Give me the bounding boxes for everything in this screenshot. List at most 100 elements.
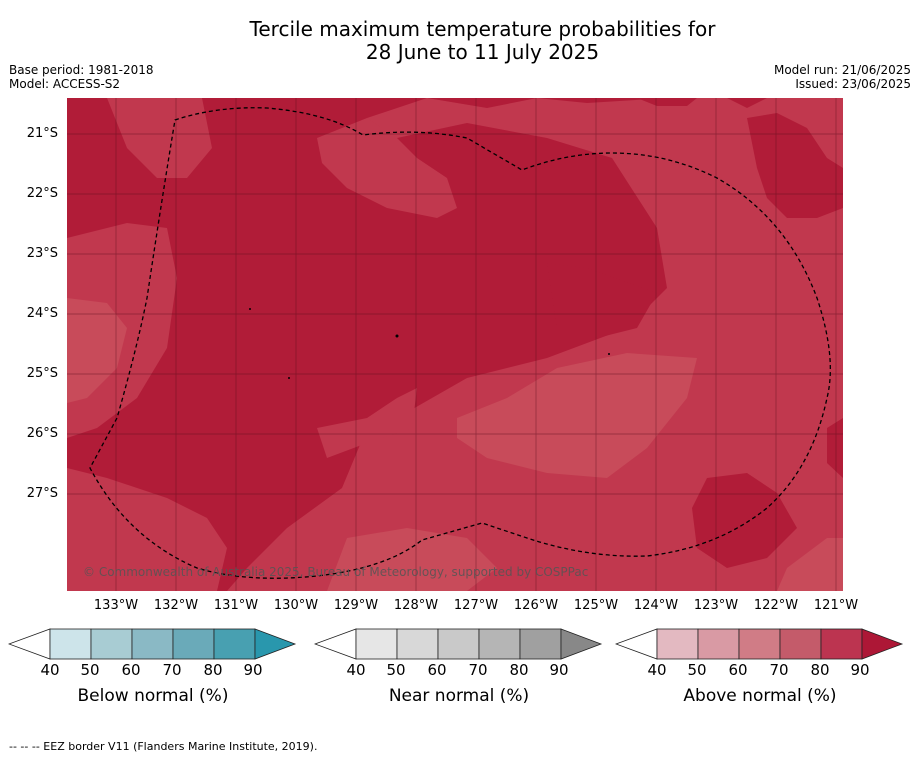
island-marker bbox=[249, 308, 251, 310]
colorbar-bin bbox=[738, 628, 781, 660]
legend-label: Near normal (%) bbox=[388, 686, 530, 706]
tick-label: 70 bbox=[162, 661, 182, 679]
lon-label: 125°W bbox=[573, 598, 619, 613]
region-above-70-northwest bbox=[107, 98, 212, 178]
colorbar-bin bbox=[396, 628, 439, 660]
colorbar-bin bbox=[519, 628, 562, 660]
island-marker bbox=[395, 334, 399, 338]
tick-label: 40 bbox=[346, 661, 366, 679]
tick-label: 60 bbox=[121, 661, 141, 679]
tick-label: 90 bbox=[243, 661, 263, 679]
tick-label: 80 bbox=[810, 661, 830, 679]
island-marker bbox=[608, 353, 610, 355]
lon-label: 127°W bbox=[453, 598, 499, 613]
lon-label: 128°W bbox=[393, 598, 439, 613]
tick-label: 40 bbox=[40, 661, 60, 679]
lon-label: 131°W bbox=[213, 598, 259, 613]
lat-label: 25°S bbox=[26, 366, 58, 381]
region-above-60-south bbox=[327, 528, 497, 591]
region-above-80-northeast bbox=[637, 98, 697, 106]
colorbar-bin bbox=[131, 628, 174, 660]
legend-label: Above normal (%) bbox=[683, 686, 837, 706]
region-above-70-east bbox=[227, 98, 843, 591]
region-above-80-southeast bbox=[692, 473, 797, 568]
colorbar-bin bbox=[172, 628, 215, 660]
map-title: Tercile maximum temperature probabilitie… bbox=[0, 18, 919, 64]
colorbar-ticks: 40 50 60 70 80 90 bbox=[615, 661, 915, 681]
region-above-60-west bbox=[67, 298, 127, 403]
lon-label: 124°W bbox=[633, 598, 679, 613]
island-marker bbox=[288, 377, 290, 379]
tick-label: 90 bbox=[549, 661, 569, 679]
title-line-2: 28 June to 11 July 2025 bbox=[365, 40, 600, 64]
meta-right: Model run: 21/06/2025 Issued: 23/06/2025 bbox=[774, 63, 911, 91]
colorbar-above bbox=[615, 628, 904, 660]
model-name: Model: ACCESS-S2 bbox=[9, 77, 121, 91]
region-above-70-north bbox=[317, 118, 457, 218]
tick-label: 60 bbox=[427, 661, 447, 679]
colorbar-bin bbox=[779, 628, 822, 660]
colorbar-bin bbox=[478, 628, 521, 660]
lat-label: 26°S bbox=[26, 426, 58, 441]
model-run: Model run: 21/06/2025 bbox=[773, 63, 911, 77]
region-above-80-east-patch bbox=[827, 418, 843, 478]
graticule bbox=[67, 98, 843, 591]
region-above-60-center bbox=[457, 353, 697, 478]
colorbar-max-triangle bbox=[254, 628, 297, 660]
colorbar-max-triangle bbox=[560, 628, 603, 660]
colorbar-min-triangle bbox=[314, 628, 357, 660]
copyright-text: © Commonwealth of Australia 2025, Bureau… bbox=[83, 565, 589, 579]
colorbar-min-triangle bbox=[615, 628, 658, 660]
colorbar-ticks: 40 50 60 70 80 90 bbox=[8, 661, 308, 681]
lon-label: 132°W bbox=[153, 598, 199, 613]
tick-label: 40 bbox=[647, 661, 667, 679]
tick-label: 50 bbox=[80, 661, 100, 679]
lon-label: 133°W bbox=[93, 598, 139, 613]
lat-label: 23°S bbox=[26, 246, 58, 261]
tick-label: 60 bbox=[728, 661, 748, 679]
tick-label: 50 bbox=[687, 661, 707, 679]
colorbar-bin bbox=[656, 628, 699, 660]
eez-footer-note: -- -- -- EEZ border V11 (Flanders Marine… bbox=[9, 740, 318, 753]
title-line-1: Tercile maximum temperature probabilitie… bbox=[249, 17, 716, 41]
lon-label: 130°W bbox=[273, 598, 319, 613]
lat-label: 21°S bbox=[26, 126, 58, 141]
colorbar-max-triangle bbox=[861, 628, 904, 660]
colorbar-bin bbox=[820, 628, 863, 660]
region-above-80-east bbox=[747, 113, 843, 218]
region-above-60-southeast bbox=[777, 538, 843, 591]
colorbar-bin bbox=[90, 628, 133, 660]
colorbar-bin bbox=[697, 628, 740, 660]
legend-label: Below normal (%) bbox=[77, 686, 229, 706]
lat-label: 22°S bbox=[26, 186, 58, 201]
colorbar-ticks: 40 50 60 70 80 90 bbox=[314, 661, 614, 681]
tick-label: 70 bbox=[769, 661, 789, 679]
colorbar-bin bbox=[355, 628, 398, 660]
colorbar-bin bbox=[437, 628, 480, 660]
eez-border bbox=[89, 107, 831, 579]
colorbar-near bbox=[314, 628, 603, 660]
region-above-70-southwest bbox=[67, 468, 227, 591]
lat-label: 24°S bbox=[26, 306, 58, 321]
lon-label: 126°W bbox=[513, 598, 559, 613]
base-period: Base period: 1981-2018 bbox=[9, 63, 154, 77]
map-canvas bbox=[67, 98, 843, 591]
probability-map bbox=[67, 98, 843, 591]
region-above-80-center-east bbox=[547, 263, 657, 338]
lat-label: 27°S bbox=[26, 486, 58, 501]
meta-left: Base period: 1981-2018 Model: ACCESS-S2 bbox=[9, 63, 154, 91]
tick-label: 80 bbox=[203, 661, 223, 679]
lon-label: 121°W bbox=[813, 598, 859, 613]
colorbar-bin bbox=[49, 628, 92, 660]
issued-date: Issued: 23/06/2025 bbox=[795, 77, 911, 91]
colorbar-below bbox=[8, 628, 297, 660]
region-above-70-center bbox=[317, 388, 417, 458]
lon-label: 122°W bbox=[753, 598, 799, 613]
lon-label: 129°W bbox=[333, 598, 379, 613]
colorbar-bin bbox=[213, 628, 256, 660]
colorbar-min-triangle bbox=[8, 628, 51, 660]
tick-label: 70 bbox=[468, 661, 488, 679]
tick-label: 80 bbox=[509, 661, 529, 679]
tick-label: 50 bbox=[386, 661, 406, 679]
lon-label: 123°W bbox=[693, 598, 739, 613]
